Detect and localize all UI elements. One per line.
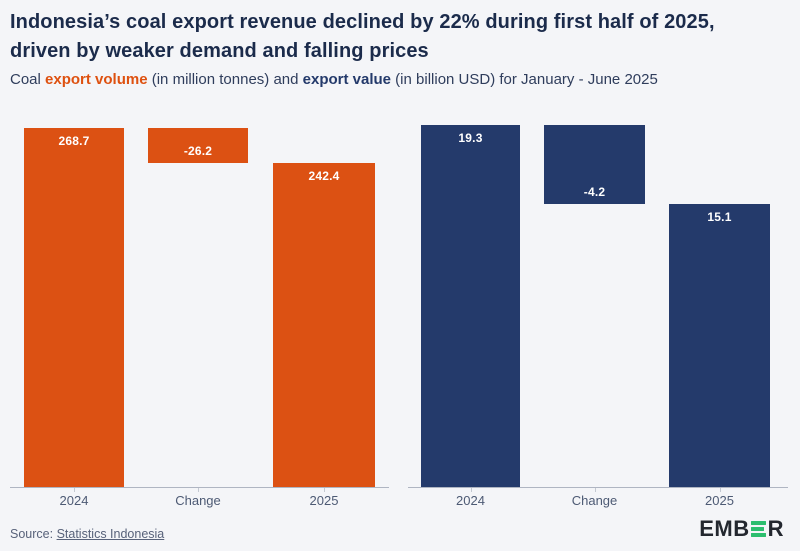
subtitle-segment: (in million tonnes) and bbox=[147, 71, 303, 88]
source-note: Source: Statistics Indonesia bbox=[10, 527, 164, 541]
bar-value-label: -26.2 bbox=[183, 144, 213, 159]
axis-label-change: Change bbox=[175, 493, 221, 508]
x-axis-line bbox=[10, 487, 389, 488]
subtitle-volume-accent: export volume bbox=[45, 71, 148, 88]
axis-tick bbox=[198, 488, 199, 492]
chart-subtitle: Coal export volume (in million tonnes) a… bbox=[10, 70, 792, 90]
bar-coal-export-volume-2024: 268.7 bbox=[24, 128, 124, 487]
logo-green-e-icon bbox=[751, 520, 767, 538]
axis-tick bbox=[594, 488, 596, 492]
source-link[interactable]: Statistics Indonesia bbox=[56, 527, 165, 541]
bar-value-label: 15.1 bbox=[707, 209, 732, 224]
page-title: Indonesia’s coal export revenue declined… bbox=[10, 8, 792, 66]
bar-coal-export-value-change: -4.2 bbox=[544, 125, 645, 204]
x-axis-line bbox=[408, 487, 788, 488]
axis-tick bbox=[324, 488, 325, 492]
chart-panel-coal-export-value: 19.3 2024 -4.2 Change 15.1 2025 bbox=[408, 0, 788, 515]
bar-coal-export-volume-2025: 242.4 bbox=[273, 163, 375, 487]
subtitle-segment: Coal bbox=[10, 71, 46, 88]
bar-coal-export-value-2024: 19.3 bbox=[421, 125, 520, 487]
source-label: Source: bbox=[10, 527, 57, 541]
ember-logo: EMB R bbox=[699, 516, 784, 541]
axis-tick bbox=[470, 488, 472, 492]
axis-tick bbox=[74, 488, 75, 492]
axis-label-2025: 2025 bbox=[309, 493, 339, 508]
title-line-2: driven by weaker demand and falling pric… bbox=[10, 40, 429, 62]
axis-label-2024: 2024 bbox=[456, 493, 485, 508]
bar-value-label: -4.2 bbox=[583, 184, 606, 199]
chart-panel-coal-export-volume: 268.7 2024 -26.2 Change 242.4 2025 bbox=[10, 0, 389, 515]
subtitle-segment: (in billion USD) for January - June 2025 bbox=[391, 71, 658, 88]
bar-coal-export-value-2025: 15.1 bbox=[669, 203, 770, 487]
axis-tick bbox=[719, 488, 721, 492]
bar-value-label: 242.4 bbox=[308, 169, 340, 184]
logo-text-pre: EMB bbox=[699, 516, 750, 541]
subtitle-value-accent: export value bbox=[302, 71, 392, 88]
axis-label-2025: 2025 bbox=[705, 493, 734, 508]
bar-coal-export-volume-change: -26.2 bbox=[148, 128, 248, 164]
axis-label-change: Change bbox=[571, 493, 618, 508]
bar-value-label: 19.3 bbox=[458, 131, 483, 145]
title-line-1: Indonesia’s coal export revenue declined… bbox=[10, 11, 715, 33]
bar-value-label: 268.7 bbox=[58, 134, 90, 148]
logo-text-post: R bbox=[767, 516, 784, 541]
axis-label-2024: 2024 bbox=[59, 493, 89, 508]
